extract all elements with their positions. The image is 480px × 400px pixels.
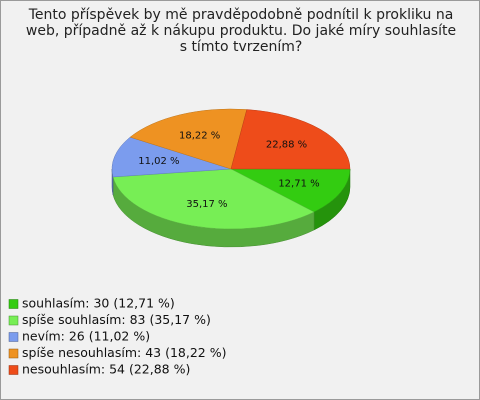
- legend-label: nesouhlasím: 54 (22,88 %): [22, 362, 190, 377]
- slice: [129, 108, 248, 170]
- chart-title: Tento příspěvek by mě pravděpodobně podn…: [25, 7, 457, 55]
- legend-swatch: [8, 348, 19, 359]
- slice-label: 11,02 %: [138, 156, 179, 167]
- slice: [230, 168, 351, 213]
- legend-swatch: [8, 332, 19, 342]
- slice-label: 18,22 %: [179, 130, 220, 141]
- legend-swatch: [8, 315, 19, 326]
- slice: [112, 168, 315, 230]
- legend-label: spíše nesouhlasím: 43 (18,22 %): [22, 345, 226, 360]
- legend-label: nevím: 26 (11,02 %): [22, 329, 150, 344]
- legend-swatch: [8, 365, 19, 375]
- legend-label: souhlasím: 30 (12,71 %): [22, 296, 175, 311]
- slice: [111, 136, 232, 178]
- slice-label: 22,88 %: [266, 140, 307, 151]
- slice-label: 12,71 %: [278, 178, 319, 189]
- legend-swatch: [8, 299, 19, 309]
- slice: [230, 109, 351, 170]
- slice-label: 35,17 %: [186, 199, 227, 210]
- legend-label: spíše souhlasím: 83 (35,17 %): [22, 312, 211, 327]
